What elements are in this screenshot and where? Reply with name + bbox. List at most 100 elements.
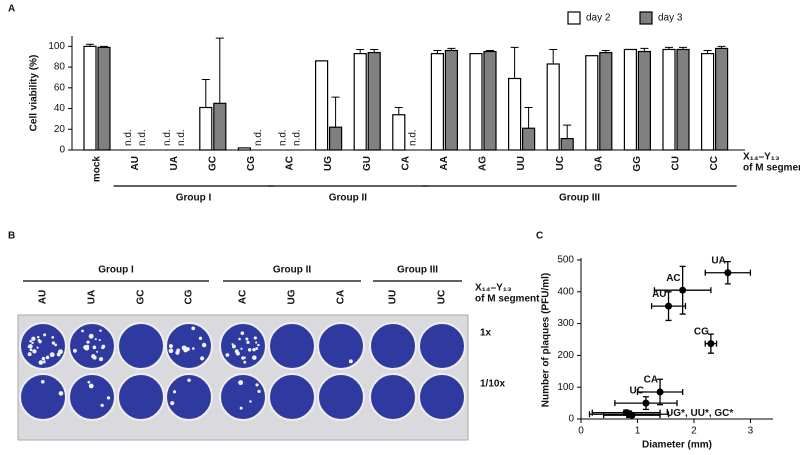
panel-label: C [536,231,543,242]
plaque [31,341,34,345]
plaque [37,338,41,342]
plaque [40,379,45,384]
plaque [54,343,57,347]
plaque [88,333,94,339]
plaque [86,340,90,344]
plaque [88,383,94,389]
bar [430,53,444,151]
point [628,411,636,419]
plaque [255,347,259,350]
plaque [99,329,102,332]
point [665,302,673,310]
bar [469,53,483,151]
x-tick-label: AU [130,156,141,170]
value-label: n.d. [253,129,264,146]
well [19,373,67,421]
plaque [73,348,77,353]
plaque [201,342,207,348]
x-tick-label: AA [439,156,450,170]
plaque [98,339,101,342]
error-bar [86,43,94,47]
plaque [51,335,55,339]
y-tick-label: 0 [568,414,574,425]
plaque [100,403,104,407]
bar [700,53,715,151]
value-label: n.d. [292,129,303,146]
plaque [252,347,256,352]
plaque [36,346,39,349]
bar [97,46,111,151]
well [165,373,213,421]
plaque [32,349,37,354]
x-tick-label: AC [285,156,296,170]
y-tick-label: 500 [557,255,574,266]
x-tick-label: mock [92,156,103,183]
well-label: UU [388,290,399,304]
error-bar [486,50,494,52]
plaque [81,329,84,333]
legend-label: day 3 [658,13,683,24]
plaque [38,360,44,365]
bar [508,77,522,151]
plaque [238,337,241,341]
plaque [36,335,40,339]
plaque [41,356,46,361]
well-label: UC [437,290,448,304]
y-tick-label: 300 [557,318,574,329]
error-bar [563,124,572,139]
group-label: Group III [397,265,438,276]
y-tick-label: 400 [557,286,574,297]
value-label: n.d. [162,129,173,146]
error-bar [201,79,210,108]
group-label: Group III [559,193,600,204]
bar [315,60,329,151]
well-label: AC [238,290,249,304]
y-axis-label: Cell viability (%) [29,55,40,132]
bar [83,45,97,151]
plaque [198,336,203,340]
plaque [175,350,180,355]
row-label: 1/10x [480,379,505,390]
plaque [96,350,99,353]
plaque [92,345,97,350]
value-label: n.d. [407,129,418,146]
point-label: UC [629,386,643,397]
point-label: UG*, UU*, GC* [666,408,733,419]
point [642,399,650,407]
well [317,373,365,421]
bar [585,55,599,151]
value-label: n.d. [137,129,148,146]
plaque [238,380,244,386]
plaque [28,344,33,349]
plaque [231,344,236,349]
error-bar [717,45,726,49]
y-tick-label: 100 [557,382,574,393]
x-tick-label: GU [362,156,373,171]
group-label: Group I [176,193,212,204]
y-tick-label: 40 [54,103,66,114]
point [724,269,732,277]
x-tick-label: CG [246,156,257,171]
plaque [257,389,261,393]
legend-swatch [567,11,581,25]
plaque [172,390,177,394]
x-tick-label: 1 [635,426,641,437]
plaque [252,355,257,360]
point [707,340,715,348]
x-axis-label: Diameter (mm) [642,440,712,451]
plaque [243,356,247,359]
bar [521,127,536,151]
plaque [257,343,260,347]
x-axis-label: X₁₄–Y₁₃ [475,283,512,294]
plaque [255,341,258,344]
bar [599,51,613,151]
legend-swatch [639,11,653,25]
plaque [241,356,245,360]
plaque [186,347,190,351]
bar [367,51,381,151]
well [418,373,466,421]
plaque [187,378,191,382]
plaque [29,348,33,352]
well [268,373,316,421]
